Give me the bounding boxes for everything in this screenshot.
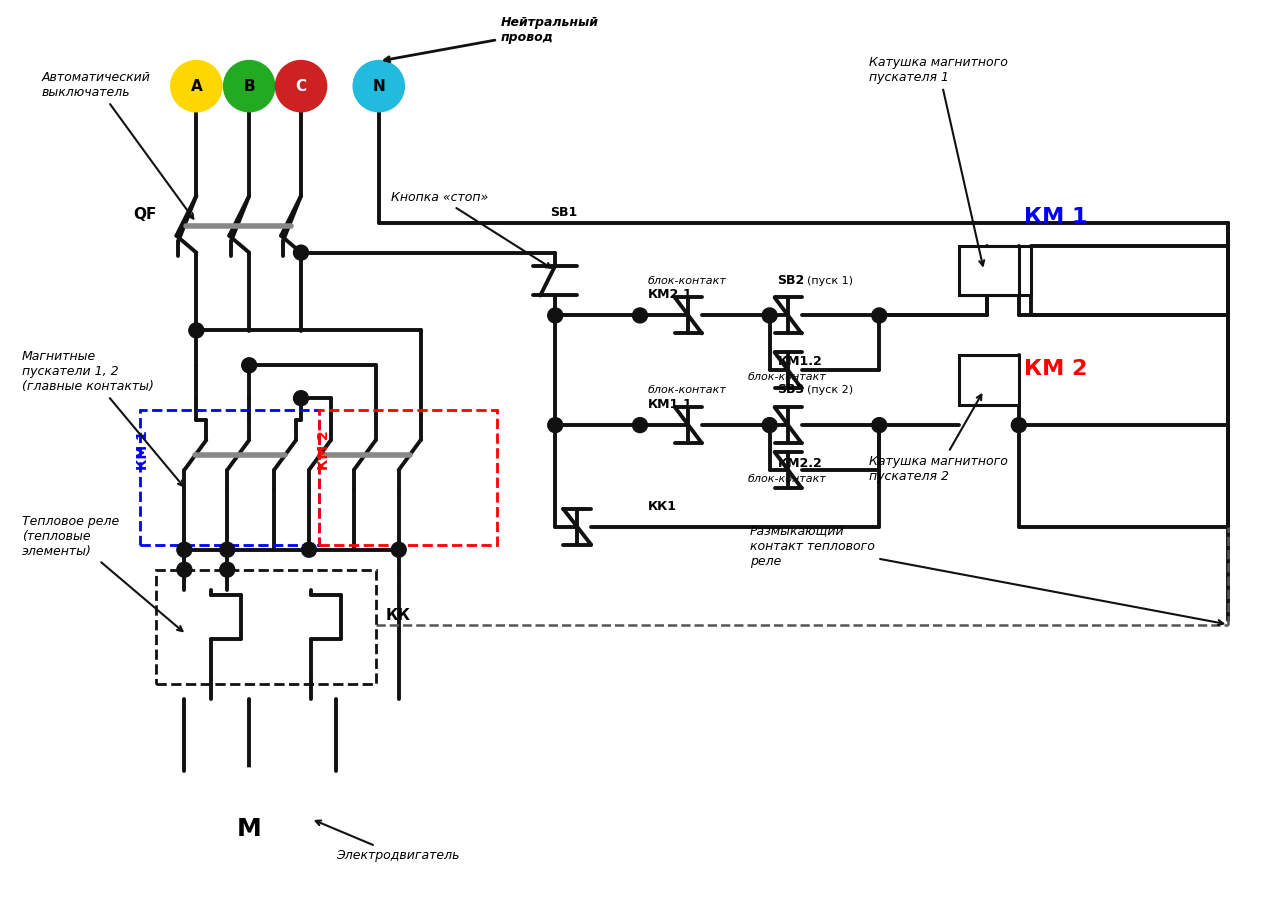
Circle shape [632,308,647,323]
Circle shape [548,308,563,323]
Circle shape [220,562,235,577]
Text: SB2: SB2 [778,274,805,286]
Circle shape [241,358,257,373]
Bar [959,356,1019,405]
Text: Нейтральный
провод: Нейтральный провод [384,17,599,62]
Circle shape [391,542,406,557]
Text: Катушка магнитного
пускателя 1: Катушка магнитного пускателя 1 [870,56,1008,265]
Circle shape [1011,417,1027,433]
Circle shape [189,769,309,889]
Text: C: C [295,78,306,94]
Text: КМ 2: КМ 2 [1024,359,1087,379]
Circle shape [354,61,404,111]
Text: Магнитные
пускатели 1, 2
(главные контакты): Магнитные пускатели 1, 2 (главные контак… [22,350,183,486]
Text: Электродвигатель: Электродвигатель [315,821,460,862]
Text: КК: КК [386,608,411,623]
Text: КМ 2: КМ 2 [317,430,331,470]
Circle shape [294,391,309,405]
Text: Автоматический
выключатель: Автоматический выключатель [42,71,193,218]
Circle shape [178,562,192,577]
Text: SB3: SB3 [778,383,805,396]
Circle shape [171,61,221,111]
Circle shape [220,542,235,557]
Text: блок-контакт: блок-контакт [747,474,826,484]
Text: N: N [373,78,386,94]
Text: КМ1.1: КМ1.1 [647,398,692,411]
Circle shape [294,245,309,260]
Text: Размыкающий
контакт теплового
реле: Размыкающий контакт теплового реле [750,525,1223,625]
Text: блок-контакт: блок-контакт [647,275,727,286]
Circle shape [872,308,886,323]
Text: A: A [190,78,202,94]
Text: блок-контакт: блок-контакт [647,385,727,395]
Text: КК1: КК1 [647,500,677,513]
Circle shape [548,417,563,433]
Text: QF: QF [133,206,157,222]
Text: B: B [244,78,255,94]
Text: Тепловое реле
(тепловые
элементы): Тепловое реле (тепловые элементы) [22,515,183,631]
Text: КМ2.2: КМ2.2 [778,457,822,470]
Circle shape [178,542,192,557]
Circle shape [632,417,647,433]
Text: Кнопка «стоп»: Кнопка «стоп» [391,191,550,268]
Bar [987,246,1031,296]
Circle shape [225,61,275,111]
Circle shape [301,542,317,557]
Text: блок-контакт: блок-контакт [747,372,826,382]
Text: КМ 1: КМ 1 [137,430,151,470]
Text: КМ 1: КМ 1 [1024,206,1087,227]
Circle shape [762,308,778,323]
Circle shape [762,417,778,433]
Circle shape [872,417,886,433]
Bar [959,246,1019,296]
Text: КМ1.2: КМ1.2 [778,356,822,368]
Text: М: М [236,817,262,841]
Circle shape [276,61,326,111]
Text: (пуск 1): (пуск 1) [807,275,853,286]
Circle shape [189,323,204,338]
Text: КМ2.1: КМ2.1 [647,288,692,301]
Text: (пуск 2): (пуск 2) [807,385,853,395]
Text: Катушка магнитного
пускателя 2: Катушка магнитного пускателя 2 [870,394,1008,483]
Text: SB1: SB1 [550,205,577,219]
